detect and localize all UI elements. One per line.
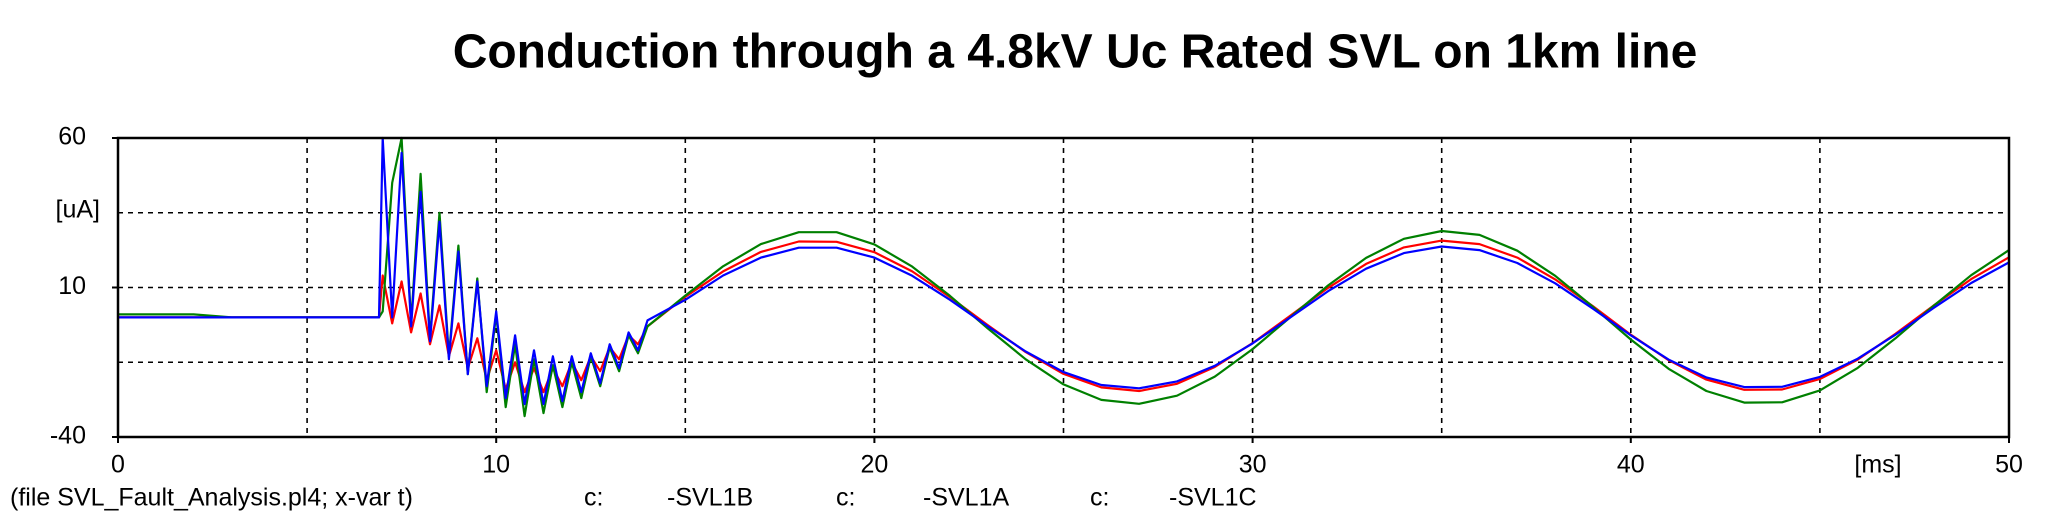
y-axis-label: [uA] bbox=[56, 196, 100, 224]
legend-label: -SVL1C bbox=[1169, 484, 1257, 512]
x-tick-label: 0 bbox=[111, 451, 125, 479]
footer: (file SVL_Fault_Analysis.pl4; x-var t) bbox=[10, 484, 413, 512]
y-tick-label: 60 bbox=[58, 123, 86, 151]
x-tick-label: 10 bbox=[482, 451, 510, 479]
legend-prefix: c: bbox=[1090, 484, 1109, 512]
legend-label: -SVL1A bbox=[923, 484, 1009, 512]
x-tick-label: 20 bbox=[860, 451, 888, 479]
x-axis-label: [ms] bbox=[1854, 451, 1901, 479]
legend-label: -SVL1B bbox=[667, 484, 753, 512]
y-tick-label: -40 bbox=[50, 422, 86, 450]
x-tick-label: 50 bbox=[1995, 451, 2023, 479]
x-tick-label: 30 bbox=[1239, 451, 1267, 479]
chart-title: Conduction through a 4.8kV Uc Rated SVL … bbox=[453, 26, 1698, 79]
legend-prefix: c: bbox=[584, 484, 603, 512]
y-tick-label: 10 bbox=[58, 272, 86, 300]
plot-frame bbox=[116, 136, 2011, 439]
x-tick-label: 40 bbox=[1617, 451, 1645, 479]
series-line bbox=[118, 136, 2010, 406]
legend-prefix: c: bbox=[836, 484, 855, 512]
series-line bbox=[118, 136, 2010, 418]
